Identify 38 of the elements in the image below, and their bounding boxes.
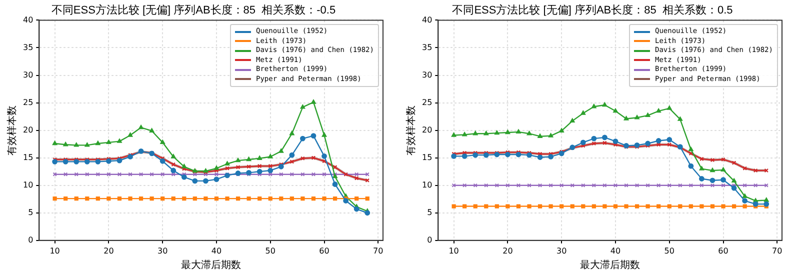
x-tick-label: 60 <box>319 246 330 256</box>
x-tick-label: 10 <box>50 246 60 256</box>
y-tick-label: 30 <box>422 70 432 80</box>
y-tick-label: 30 <box>22 70 34 80</box>
y-tick-label: 25 <box>422 98 432 107</box>
y-tick-label: 5 <box>28 208 34 217</box>
x-tick-label: 20 <box>502 246 513 256</box>
chart-title: 不同ESS方法比较 [无偏] 序列AB长度：85 相关系数：-0.5 <box>51 4 336 17</box>
x-tick-label: 40 <box>610 246 621 256</box>
chart-title: 不同ESS方法比较 [无偏] 序列AB长度：85 相关系数：0.5 <box>452 4 733 17</box>
x-tick-label: 70 <box>373 246 384 256</box>
y-tick-label: 10 <box>422 180 432 190</box>
x-axis-title: 最大滞后期数 <box>181 258 242 271</box>
y-tick-label: 25 <box>22 98 34 107</box>
x-tick-label: 30 <box>157 246 168 256</box>
y-tick-label: 40 <box>422 15 432 24</box>
x-tick-label: 30 <box>556 246 567 256</box>
x-tick-label: 10 <box>448 246 459 256</box>
y-tick-label: 0 <box>427 235 432 244</box>
x-tick-label: 40 <box>211 246 222 256</box>
x-tick-label: 60 <box>718 246 728 256</box>
y-axis-title: 有效样本数 <box>404 105 417 156</box>
y-tick-label: 20 <box>422 125 432 134</box>
y-tick-label: 40 <box>22 15 34 24</box>
x-tick-label: 50 <box>265 246 276 256</box>
x-tick-label: 20 <box>104 246 114 256</box>
x-tick-label: 50 <box>664 246 674 256</box>
y-tick-label: 20 <box>22 125 34 134</box>
y-tick-label: 15 <box>22 152 34 162</box>
x-tick-label: 70 <box>772 246 782 256</box>
y-tick-label: 35 <box>22 42 34 52</box>
y-tick-label: 5 <box>427 208 432 217</box>
y-tick-label: 35 <box>422 42 432 52</box>
y-tick-label: 0 <box>28 235 34 244</box>
y-axis-title: 有效样本数 <box>6 105 18 156</box>
y-tick-label: 15 <box>422 152 432 162</box>
x-axis-title: 最大滞后期数 <box>580 258 640 271</box>
y-tick-label: 10 <box>22 180 34 190</box>
